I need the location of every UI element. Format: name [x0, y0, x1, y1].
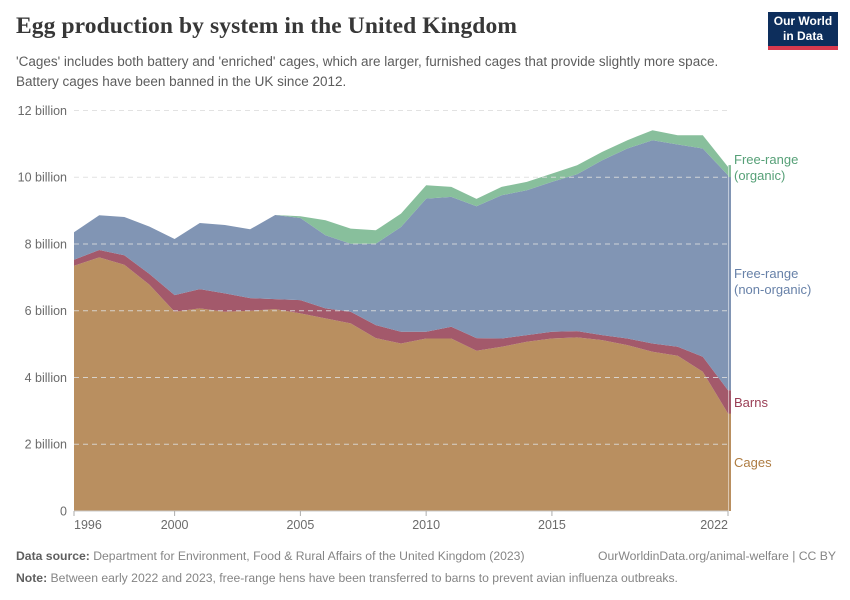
data-source-label: Data source: [16, 549, 90, 563]
x-axis-label-1996: 1996 [74, 518, 102, 532]
y-axis-label-6: 6 billion [25, 304, 67, 318]
data-source-text: Department for Environment, Food & Rural… [93, 549, 525, 563]
footer-source-line: OurWorldinData.org/animal-welfare | CC B… [16, 549, 836, 563]
chart-subtitle: 'Cages' includes both battery and 'enric… [16, 54, 719, 89]
x-axis-label-2010: 2010 [412, 518, 440, 532]
area-cages[interactable] [74, 257, 728, 511]
y-axis-label-2: 2 billion [25, 438, 67, 452]
y-axis-label-12: 12 billion [18, 104, 67, 118]
page-title: Egg production by system in the United K… [16, 13, 518, 39]
area-free-range-organic[interactable] [74, 130, 728, 244]
owid-logo-line2: in Data [782, 29, 823, 43]
x-axis-label-2005: 2005 [286, 518, 314, 532]
legend-label-free-range-non-organic[interactable]: Free-range (non-organic) [734, 266, 812, 297]
note-text: Between early 2022 and 2023, free-range … [50, 571, 678, 585]
owid-link[interactable]: OurWorldinData.org/animal-welfare | CC B… [598, 549, 836, 563]
owid-logo: Our World in Data [768, 12, 838, 50]
legend-label-barns[interactable]: Barns [734, 395, 768, 410]
note-label: Note: [16, 571, 48, 585]
y-axis-label-4: 4 billion [25, 371, 67, 385]
owid-logo-line1: Our World [773, 14, 833, 28]
legend-label-cages[interactable]: Cages [734, 455, 772, 470]
series-end-marker-free-range-organic [728, 165, 731, 178]
series-end-marker-cages [728, 413, 731, 511]
y-axis-label-10: 10 billion [18, 171, 67, 185]
legend-label-free-range-organic[interactable]: Free-range (organic) [734, 152, 799, 183]
footer-note-line: Note: Between early 2022 and 2023, free-… [16, 571, 836, 585]
x-axis-label-2015: 2015 [538, 518, 566, 532]
y-axis-label-0: 0 [60, 504, 67, 518]
x-axis-label-2022: 2022 [700, 518, 728, 532]
y-axis-label-8: 8 billion [25, 237, 67, 251]
series-end-marker-free-range-non-organic [728, 175, 731, 391]
area-free-range-non-organic[interactable] [74, 140, 728, 391]
x-axis-label-2000: 2000 [161, 518, 189, 532]
series-end-marker-barns [728, 390, 731, 414]
